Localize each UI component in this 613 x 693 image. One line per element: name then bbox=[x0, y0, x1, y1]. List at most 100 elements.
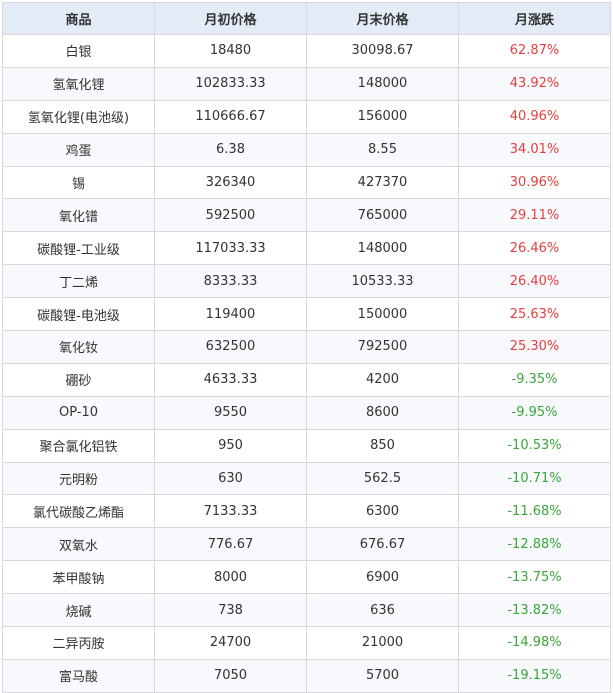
table-row: 氢氧化锂 102833.33 148000 43.92% bbox=[2, 66, 611, 101]
commodity-cell: 二异丙胺 bbox=[2, 626, 155, 660]
start-price-cell: 738 bbox=[154, 593, 307, 628]
table-row: 碳酸锂-工业级 117033.33 148000 26.46% bbox=[2, 231, 611, 266]
change-cell: 25.63% bbox=[458, 297, 611, 332]
commodity-cell: OP-10 bbox=[2, 395, 155, 430]
commodity-cell: 聚合氯化铝铁 bbox=[2, 428, 155, 463]
table-row: 氧化镨 592500 765000 29.11% bbox=[2, 198, 611, 233]
commodity-cell: 碳酸锂-电池级 bbox=[2, 297, 155, 332]
end-price-cell: 8.55 bbox=[306, 132, 459, 167]
commodity-cell: 氧化镨 bbox=[2, 198, 155, 233]
change-cell: 29.11% bbox=[458, 198, 611, 233]
table-row: 丁二烯 8333.33 10533.33 26.40% bbox=[2, 264, 611, 299]
change-cell: -13.75% bbox=[458, 560, 611, 595]
table-row: 氧化钕 632500 792500 25.30% bbox=[2, 330, 611, 364]
end-price-cell: 850 bbox=[306, 428, 459, 463]
end-price-cell: 636 bbox=[306, 593, 459, 628]
change-cell: -13.82% bbox=[458, 593, 611, 628]
start-price-cell: 950 bbox=[154, 428, 307, 463]
change-cell: 26.46% bbox=[458, 231, 611, 266]
column-header-end-price: 月末价格 bbox=[306, 2, 459, 35]
table-row: 鸡蛋 6.38 8.55 34.01% bbox=[2, 132, 611, 167]
start-price-cell: 9550 bbox=[154, 395, 307, 430]
start-price-cell: 4633.33 bbox=[154, 362, 307, 397]
commodity-cell: 苯甲酸钠 bbox=[2, 560, 155, 595]
column-header-start-price: 月初价格 bbox=[154, 2, 307, 35]
end-price-cell: 10533.33 bbox=[306, 264, 459, 299]
table-row: 氢氧化锂(电池级) 110666.67 156000 40.96% bbox=[2, 99, 611, 134]
table-row: 硼砂 4633.33 4200 -9.35% bbox=[2, 362, 611, 397]
end-price-cell: 21000 bbox=[306, 626, 459, 660]
start-price-cell: 7133.33 bbox=[154, 494, 307, 529]
commodity-cell: 鸡蛋 bbox=[2, 132, 155, 167]
table-row: 二异丙胺 24700 21000 -14.98% bbox=[2, 626, 611, 660]
start-price-cell: 24700 bbox=[154, 626, 307, 660]
start-price-cell: 102833.33 bbox=[154, 66, 307, 101]
table-header-row: 商品 月初价格 月末价格 月涨跌 bbox=[2, 2, 611, 35]
change-cell: -11.68% bbox=[458, 494, 611, 529]
commodity-cell: 富马酸 bbox=[2, 658, 155, 693]
change-cell: 62.87% bbox=[458, 34, 611, 68]
change-cell: -9.95% bbox=[458, 395, 611, 430]
start-price-cell: 776.67 bbox=[154, 527, 307, 562]
table-row: 烧碱 738 636 -13.82% bbox=[2, 593, 611, 628]
start-price-cell: 6.38 bbox=[154, 132, 307, 167]
start-price-cell: 18480 bbox=[154, 34, 307, 68]
start-price-cell: 632500 bbox=[154, 330, 307, 364]
start-price-cell: 119400 bbox=[154, 297, 307, 332]
change-cell: -19.15% bbox=[458, 658, 611, 693]
table-row: 白银 18480 30098.67 62.87% bbox=[2, 34, 611, 68]
end-price-cell: 765000 bbox=[306, 198, 459, 233]
start-price-cell: 110666.67 bbox=[154, 99, 307, 134]
change-cell: 43.92% bbox=[458, 66, 611, 101]
start-price-cell: 117033.33 bbox=[154, 231, 307, 266]
change-cell: -10.53% bbox=[458, 428, 611, 463]
table-row: 元明粉 630 562.5 -10.71% bbox=[2, 461, 611, 496]
end-price-cell: 148000 bbox=[306, 66, 459, 101]
table-row: 聚合氯化铝铁 950 850 -10.53% bbox=[2, 428, 611, 463]
end-price-cell: 676.67 bbox=[306, 527, 459, 562]
change-cell: 30.96% bbox=[458, 165, 611, 200]
end-price-cell: 4200 bbox=[306, 362, 459, 397]
table-row: 苯甲酸钠 8000 6900 -13.75% bbox=[2, 560, 611, 595]
change-cell: 40.96% bbox=[458, 99, 611, 134]
table-row: 氯代碳酸乙烯酯 7133.33 6300 -11.68% bbox=[2, 494, 611, 529]
end-price-cell: 150000 bbox=[306, 297, 459, 332]
end-price-cell: 148000 bbox=[306, 231, 459, 266]
start-price-cell: 592500 bbox=[154, 198, 307, 233]
commodity-cell: 元明粉 bbox=[2, 461, 155, 496]
commodity-cell: 氯代碳酸乙烯酯 bbox=[2, 494, 155, 529]
commodity-cell: 双氧水 bbox=[2, 527, 155, 562]
start-price-cell: 326340 bbox=[154, 165, 307, 200]
end-price-cell: 6900 bbox=[306, 560, 459, 595]
change-cell: 34.01% bbox=[458, 132, 611, 167]
end-price-cell: 792500 bbox=[306, 330, 459, 364]
table-row: 富马酸 7050 5700 -19.15% bbox=[2, 658, 611, 693]
table-row: 双氧水 776.67 676.67 -12.88% bbox=[2, 527, 611, 562]
commodity-cell: 锡 bbox=[2, 165, 155, 200]
table-row: OP-10 9550 8600 -9.95% bbox=[2, 395, 611, 430]
start-price-cell: 630 bbox=[154, 461, 307, 496]
commodity-cell: 碳酸锂-工业级 bbox=[2, 231, 155, 266]
change-cell: -14.98% bbox=[458, 626, 611, 660]
commodity-cell: 白银 bbox=[2, 34, 155, 68]
end-price-cell: 427370 bbox=[306, 165, 459, 200]
start-price-cell: 8333.33 bbox=[154, 264, 307, 299]
table-row: 锡 326340 427370 30.96% bbox=[2, 165, 611, 200]
commodity-cell: 氢氧化锂 bbox=[2, 66, 155, 101]
end-price-cell: 5700 bbox=[306, 658, 459, 693]
end-price-cell: 6300 bbox=[306, 494, 459, 529]
commodity-cell: 氧化钕 bbox=[2, 330, 155, 364]
end-price-cell: 30098.67 bbox=[306, 34, 459, 68]
commodity-cell: 丁二烯 bbox=[2, 264, 155, 299]
commodity-cell: 氢氧化锂(电池级) bbox=[2, 99, 155, 134]
end-price-cell: 8600 bbox=[306, 395, 459, 430]
start-price-cell: 8000 bbox=[154, 560, 307, 595]
change-cell: -10.71% bbox=[458, 461, 611, 496]
change-cell: -12.88% bbox=[458, 527, 611, 562]
end-price-cell: 156000 bbox=[306, 99, 459, 134]
start-price-cell: 7050 bbox=[154, 658, 307, 693]
end-price-cell: 562.5 bbox=[306, 461, 459, 496]
change-cell: -9.35% bbox=[458, 362, 611, 397]
column-header-commodity: 商品 bbox=[2, 2, 155, 35]
